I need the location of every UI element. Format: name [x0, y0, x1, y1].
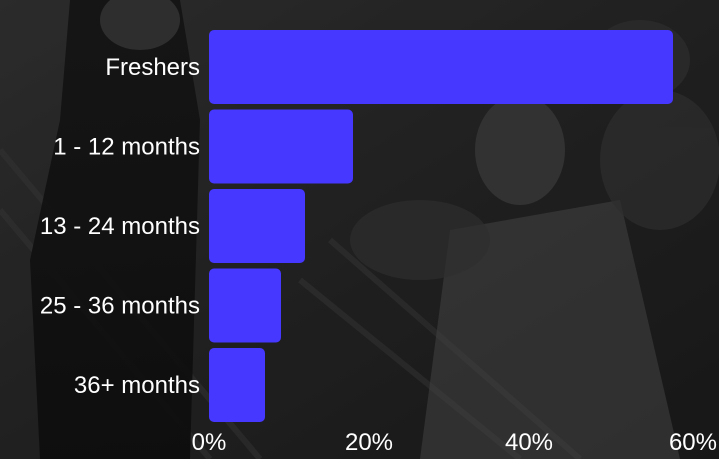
- bar-freshers: [209, 30, 673, 104]
- bar-13-24-months: [209, 189, 305, 263]
- bar-25-36-months: [209, 268, 281, 343]
- category-label-freshers: Freshers: [105, 54, 200, 81]
- x-tick-label: 60%: [669, 429, 717, 456]
- category-label-25-36-months: 25 - 36 months: [40, 293, 200, 320]
- category-label-1-12-months: 1 - 12 months: [53, 134, 200, 161]
- bar-1-12-months: [209, 109, 353, 184]
- category-labels: Freshers 1 - 12 months 13 - 24 months 25 - …: [40, 54, 200, 399]
- x-axis-ticks: 0% 20% 40% 60%: [192, 429, 717, 456]
- x-tick-label: 40%: [505, 429, 553, 456]
- bar-36-months: [209, 348, 265, 422]
- x-tick-label: 0%: [192, 429, 227, 456]
- x-tick-label: 20%: [345, 429, 393, 456]
- category-label-36-months: 36+ months: [74, 372, 200, 399]
- bars-layer: [209, 30, 673, 422]
- category-label-13-24-months: 13 - 24 months: [40, 213, 200, 240]
